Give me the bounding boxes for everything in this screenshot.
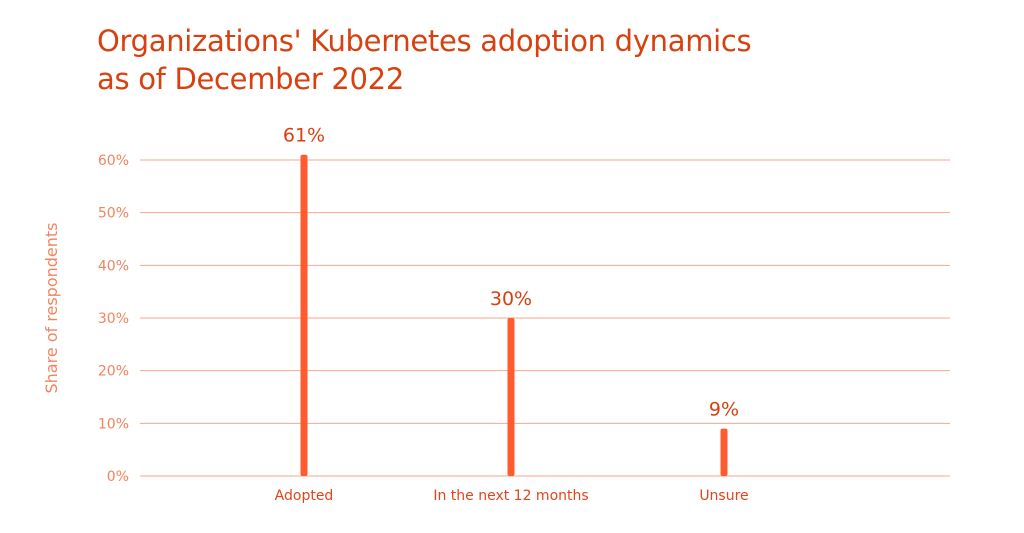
chart-title-line-1: Organizations' Kubernetes adoption dynam…	[97, 24, 752, 58]
y-tick-label: 20%	[98, 364, 129, 380]
y-axis-ticks: 0% 10% 20% 30% 40% 50% 60%	[98, 153, 129, 485]
bar	[300, 154, 308, 476]
y-tick-label: 60%	[98, 153, 129, 169]
y-tick-label: 10%	[98, 416, 129, 432]
gridlines	[140, 159, 950, 477]
chart-title-line-2: as of December 2022	[97, 62, 404, 96]
data-label: 61%	[283, 125, 325, 147]
bar	[720, 428, 728, 476]
x-axis-ticks: Adopted In the next 12 months Unsure	[275, 488, 749, 504]
chart-title: Organizations' Kubernetes adoption dynam…	[97, 22, 857, 98]
data-label: 9%	[709, 399, 739, 421]
bar	[507, 318, 515, 476]
bars	[300, 154, 728, 476]
y-tick-label: 30%	[98, 311, 129, 327]
data-labels: 61% 30% 9%	[283, 125, 739, 421]
x-tick-label: Adopted	[275, 488, 334, 504]
data-label: 30%	[490, 288, 532, 310]
y-tick-label: 0%	[107, 469, 129, 485]
x-tick-label: In the next 12 months	[433, 488, 588, 504]
y-tick-label: 50%	[98, 206, 129, 222]
x-tick-label: Unsure	[699, 488, 748, 504]
y-axis-label: Share of respondents	[42, 222, 61, 393]
y-tick-label: 40%	[98, 258, 129, 274]
